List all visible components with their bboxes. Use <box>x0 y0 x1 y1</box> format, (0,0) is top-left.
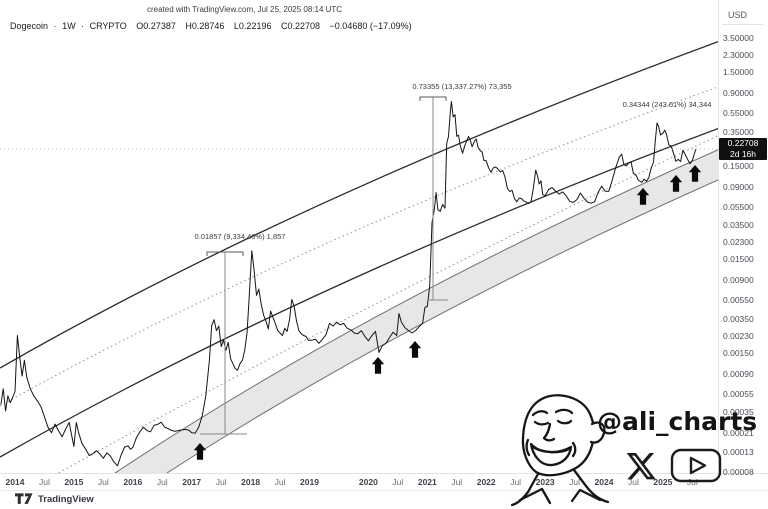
low-value: L0.22196 <box>233 21 272 31</box>
price-tick-label: 0.09000 <box>723 181 754 192</box>
buy-arrows <box>193 165 702 460</box>
price-tick-label: 0.00008 <box>723 466 754 477</box>
price-tick-label: 0.90000 <box>723 88 754 99</box>
price-tick-label: 0.03500 <box>723 220 754 230</box>
youtube-icon[interactable] <box>670 448 722 483</box>
time-tick-label: Jul <box>97 477 109 487</box>
separator-dot: · <box>53 21 57 31</box>
close-value: C0.22708 <box>280 21 321 31</box>
channel-line-solid <box>0 41 718 369</box>
time-tick-label: Jul <box>392 477 404 487</box>
measurement-label: 0.34344 (243.61%) 34,344 <box>622 100 712 109</box>
price-tick-label: 0.02300 <box>723 237 754 248</box>
up-arrow-marker <box>408 341 422 358</box>
measure-top-bracket <box>206 251 244 256</box>
up-arrow-marker <box>371 357 385 374</box>
price-tick-label: 1.50000 <box>723 67 754 78</box>
tradingview-brand[interactable]: TradingView <box>38 493 94 505</box>
price-tick-label: 3.50000 <box>723 33 754 43</box>
price-tick-label: 0.15000 <box>723 160 754 171</box>
time-tick-label: 2020 <box>358 477 378 487</box>
up-arrow-marker <box>636 188 650 205</box>
credit-line: created with TradingView.com, Jul 25, 20… <box>147 5 343 14</box>
symbol-info-row: Dogecoin · 1W · CRYPTO O0.27387 H0.28746… <box>10 21 415 31</box>
time-tick-label: Jul <box>628 477 639 487</box>
measurement-tools <box>200 96 448 435</box>
price-line-series <box>0 101 697 467</box>
ali-charts-face-sketch <box>510 394 610 507</box>
price-tick-label: 0.00350 <box>723 313 754 324</box>
time-tick-label: 2024 <box>594 477 614 487</box>
time-tick-label: 2014 <box>5 477 25 487</box>
channel-line-band-top <box>114 149 718 473</box>
last-price-value: 0.22708 <box>727 138 759 149</box>
currency-underline <box>722 24 764 25</box>
price-tick-label: 0.00550 <box>723 295 754 306</box>
price-tick-label: 0.01500 <box>723 254 754 265</box>
last-price-box: 0.22708 2d 16h <box>719 138 767 161</box>
price-tick-label: 0.00013 <box>723 447 754 458</box>
time-tick-label: 2022 <box>476 477 496 487</box>
channel-line-dashed <box>0 86 718 407</box>
channel-drawings <box>0 41 718 473</box>
price-tick-label: 0.55000 <box>723 108 754 119</box>
time-tick-label: 2017 <box>182 477 202 487</box>
change-value: −0.04680 (−17.09%) <box>329 21 412 31</box>
price-tick-label: 0.00230 <box>723 330 754 341</box>
up-arrow-marker <box>688 165 702 182</box>
price-tick-label: 2.30000 <box>723 50 754 61</box>
time-tick-label: Jul <box>274 477 286 487</box>
high-value: H0.28746 <box>185 21 225 31</box>
price-tick-label: 0.05500 <box>723 201 754 212</box>
time-tick-label: 2015 <box>64 477 84 487</box>
price-axis-separator <box>718 0 719 473</box>
channel-line-solid <box>0 127 718 458</box>
symbol-name[interactable]: Dogecoin <box>10 21 49 31</box>
price-tick-label: 0.00900 <box>723 275 754 286</box>
footer-bar: TradingView <box>15 493 94 505</box>
channel-line-band-bottom <box>166 179 718 473</box>
separator-dot: · <box>81 21 85 31</box>
measurement-label: 0.01857 (9,334.40%) 1,857 <box>194 232 286 241</box>
time-tick-label: Jul <box>451 477 463 487</box>
price-tick-label: 0.00150 <box>723 347 754 358</box>
watermark-handle: @ali_charts <box>597 407 758 436</box>
time-tick-label: 2019 <box>300 477 319 487</box>
price-tick-label: 0.00035 <box>723 407 754 417</box>
open-value: O0.27387 <box>136 21 176 31</box>
price-tick-label: 0.00055 <box>723 388 754 399</box>
measurement-label: 0.73355 (13,337.27%) 73,355 <box>412 82 512 91</box>
up-arrow-marker <box>669 175 683 192</box>
time-tick-label: Jul <box>569 477 580 487</box>
time-tick-label: 2025 <box>653 477 673 487</box>
time-tick-label: 2018 <box>241 477 261 487</box>
tradingview-logo[interactable] <box>15 493 33 505</box>
time-tick-label: Jul <box>215 477 227 487</box>
footer-separator <box>0 490 768 491</box>
bar-countdown: 2d 16h <box>730 149 756 160</box>
up-arrow-marker <box>193 443 207 460</box>
channel-demand-band <box>115 149 718 473</box>
channel-line-dashed <box>57 135 718 473</box>
measure-top-bracket <box>419 96 447 101</box>
price-tick-label: 0.35000 <box>723 126 754 137</box>
time-tick-label: 2016 <box>123 477 143 487</box>
price-tick-label: 0.00090 <box>723 368 754 379</box>
time-axis-separator <box>0 473 768 474</box>
price-tick-label: 0.00021 <box>723 427 754 438</box>
time-tick-label: Jul <box>510 477 522 487</box>
interval-label[interactable]: 1W <box>62 21 76 31</box>
time-tick-label: Jul <box>156 477 168 487</box>
time-tick-label: Jul <box>39 477 50 487</box>
doge-weekly-close-line <box>0 101 697 467</box>
exchange-label: CRYPTO <box>89 21 127 31</box>
x-icon[interactable] <box>626 453 656 480</box>
price-axis[interactable]: USD 3.50000 2.30000 1.50000 0.90000 0.55000 0… <box>718 0 768 477</box>
currency-label: USD <box>728 10 748 20</box>
time-tick-label: 2023 <box>535 477 555 487</box>
time-tick-label: 2021 <box>417 477 437 487</box>
